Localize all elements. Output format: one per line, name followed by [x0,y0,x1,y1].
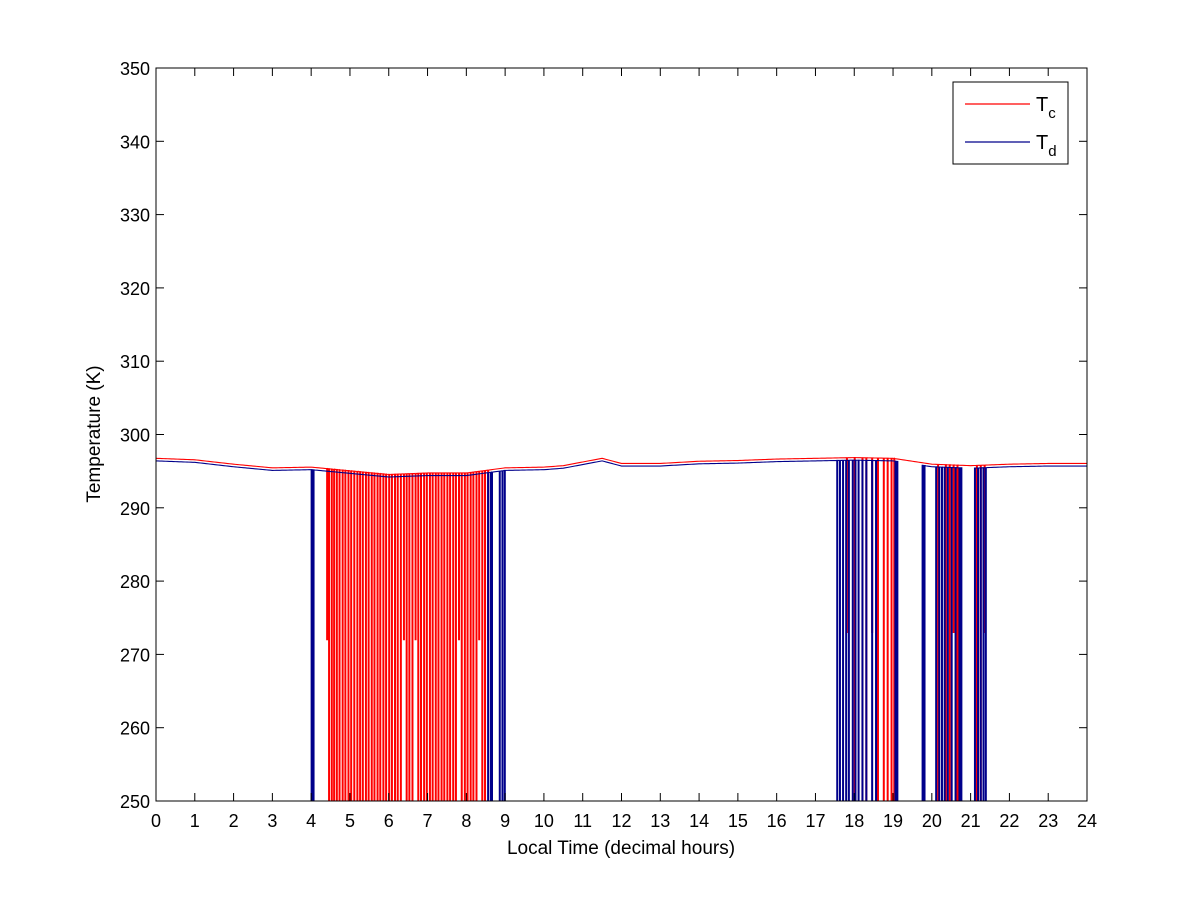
y-tick-label: 340 [120,132,150,152]
x-tick-label: 8 [461,811,471,831]
x-tick-label: 9 [500,811,510,831]
legend: Tc Td [952,81,1069,165]
y-axis-label: Temperature (K) [84,365,105,502]
legend-box [952,81,1069,165]
y-tick-label: 330 [120,206,150,226]
x-tick-label: 15 [728,811,748,831]
x-tick-label: 22 [999,811,1019,831]
x-tick-label: 11 [573,811,592,831]
x-tick-label: 12 [611,811,631,831]
y-tick-label: 250 [120,792,150,812]
x-tick-label: 20 [922,811,942,831]
x-tick-label: 16 [767,811,787,831]
legend-label-td: Td [1036,132,1057,160]
x-tick-label: 3 [267,811,277,831]
x-tick-label: 21 [961,811,981,831]
x-tick-label: 13 [650,811,670,831]
x-tick-label: 7 [423,811,433,831]
y-tick-label: 260 [120,719,150,739]
x-tick-label: 1 [190,811,200,831]
legend-label-tc: Tc [1036,94,1056,122]
x-tick-label: 0 [151,811,161,831]
legend-main-tc: T [1036,94,1048,116]
x-tick-label: 24 [1077,811,1097,831]
y-tick-label: 310 [120,352,150,372]
y-tick-label: 320 [120,279,150,299]
x-tick-label: 6 [384,811,394,831]
y-tick-label: 290 [120,499,150,519]
ticks-group [155,67,1088,802]
legend-main-td: T [1036,132,1048,154]
legend-sub-tc: c [1048,105,1056,122]
x-tick-label: 23 [1038,811,1058,831]
x-tick-label: 5 [345,811,355,831]
x-axis-label: Local Time (decimal hours) [507,838,735,859]
x-tick-label: 4 [306,811,316,831]
y-tick-label: 300 [120,426,150,446]
x-tick-label: 14 [689,811,709,831]
legend-sub-td: d [1048,143,1056,160]
x-tick-label: 18 [844,811,864,831]
x-tick-label: 10 [534,811,554,831]
y-tick-label: 280 [120,572,150,592]
x-tick-label: 2 [229,811,239,831]
x-tick-label: 19 [883,811,903,831]
y-tick-label: 270 [120,645,150,665]
x-tick-label: 17 [805,811,825,831]
labels-group: 0 1 2 3 4 5 6 7 8 9 10 11 12 13 14 15 16 17 18 19 20 21 22 23 24… [120,59,1097,831]
y-tick-label: 350 [120,59,150,79]
